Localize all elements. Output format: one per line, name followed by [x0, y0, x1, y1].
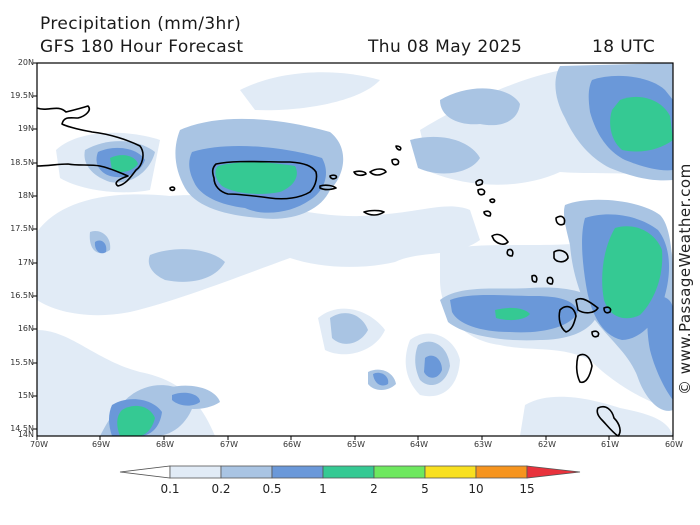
lat-label: 15N [17, 391, 34, 400]
mona-island [169, 186, 176, 192]
legend-swatch-4 [322, 465, 375, 479]
legend-swatch-7 [475, 465, 528, 479]
lat-label: 19N [17, 124, 34, 133]
lon-label: 60W [664, 440, 684, 449]
lat-label: 15.5N [10, 358, 34, 367]
desirade-coast [546, 276, 554, 285]
lon-label: 62W [537, 440, 557, 449]
legend-label: 2 [370, 482, 378, 496]
lon-label: 70W [29, 440, 49, 449]
st-kitts-coast [483, 210, 509, 245]
chart-title: Precipitation (mm/3hr) [40, 14, 242, 34]
forecast-time: 18 UTC [592, 37, 656, 57]
lat-label: 20N [17, 58, 34, 67]
precipitation-field [37, 63, 673, 436]
lon-label: 66W [282, 440, 302, 449]
guadeloupe-coast [558, 297, 599, 333]
nevis-coast [531, 274, 538, 283]
st-croix-coast [363, 209, 385, 216]
precip-band-1 [110, 96, 673, 436]
anguilla-coast [475, 179, 486, 196]
hispaniola-coast [36, 105, 144, 187]
legend-label: 0.2 [211, 482, 231, 496]
puerto-rico-coast [211, 160, 318, 200]
culebra-coast [329, 174, 338, 180]
lat-label: 14.5N [10, 424, 34, 433]
legend-swatch-0 [119, 465, 171, 479]
lat-label: 16.5N [10, 291, 34, 300]
lon-label: 68W [155, 440, 175, 449]
legend-colorbar [119, 465, 581, 479]
lon-label: 61W [600, 440, 620, 449]
virgin-islands-coast [353, 145, 402, 177]
dominica-coast [575, 353, 593, 384]
legend-swatch-5 [373, 465, 426, 479]
legend-swatch-6 [424, 465, 477, 479]
legend-swatch-1 [169, 465, 222, 479]
legend-swatch-2 [220, 465, 273, 479]
legend-label: 1 [319, 482, 327, 496]
lon-label: 67W [219, 440, 239, 449]
legend-label: 0.5 [262, 482, 282, 496]
lat-label: 17.5N [10, 224, 34, 233]
legend-label: 5 [421, 482, 429, 496]
lat-label: 18.5N [10, 158, 34, 167]
lon-label: 69W [91, 440, 111, 449]
lat-label: 19.5N [10, 91, 34, 100]
montserrat-coast [506, 248, 514, 257]
barbuda-coast [553, 249, 569, 263]
legend-label: 0.1 [160, 482, 180, 496]
legend-label: 10 [468, 482, 484, 496]
map-ticks [33, 62, 674, 440]
lon-label: 65W [346, 440, 366, 449]
lat-label: 16N [17, 324, 34, 333]
marie-galante-coast [591, 306, 612, 338]
legend-label: 15 [519, 482, 535, 496]
saba-coast [489, 198, 496, 204]
legend-swatch-3 [271, 465, 324, 479]
lat-label: 17N [17, 258, 34, 267]
lon-label: 64W [409, 440, 429, 449]
lat-label: 18N [17, 191, 34, 200]
forecast-date: Thu 08 May 2025 [368, 37, 523, 57]
copyright-text: © www.PassageWeather.com [676, 163, 694, 395]
forecast-model: GFS 180 Hour Forecast [40, 37, 244, 57]
lat-label: 14N [17, 430, 34, 439]
vieques-coast [319, 184, 337, 191]
legend-swatch-8 [526, 465, 581, 479]
antigua-coast [555, 215, 566, 226]
lon-label: 63W [473, 440, 493, 449]
